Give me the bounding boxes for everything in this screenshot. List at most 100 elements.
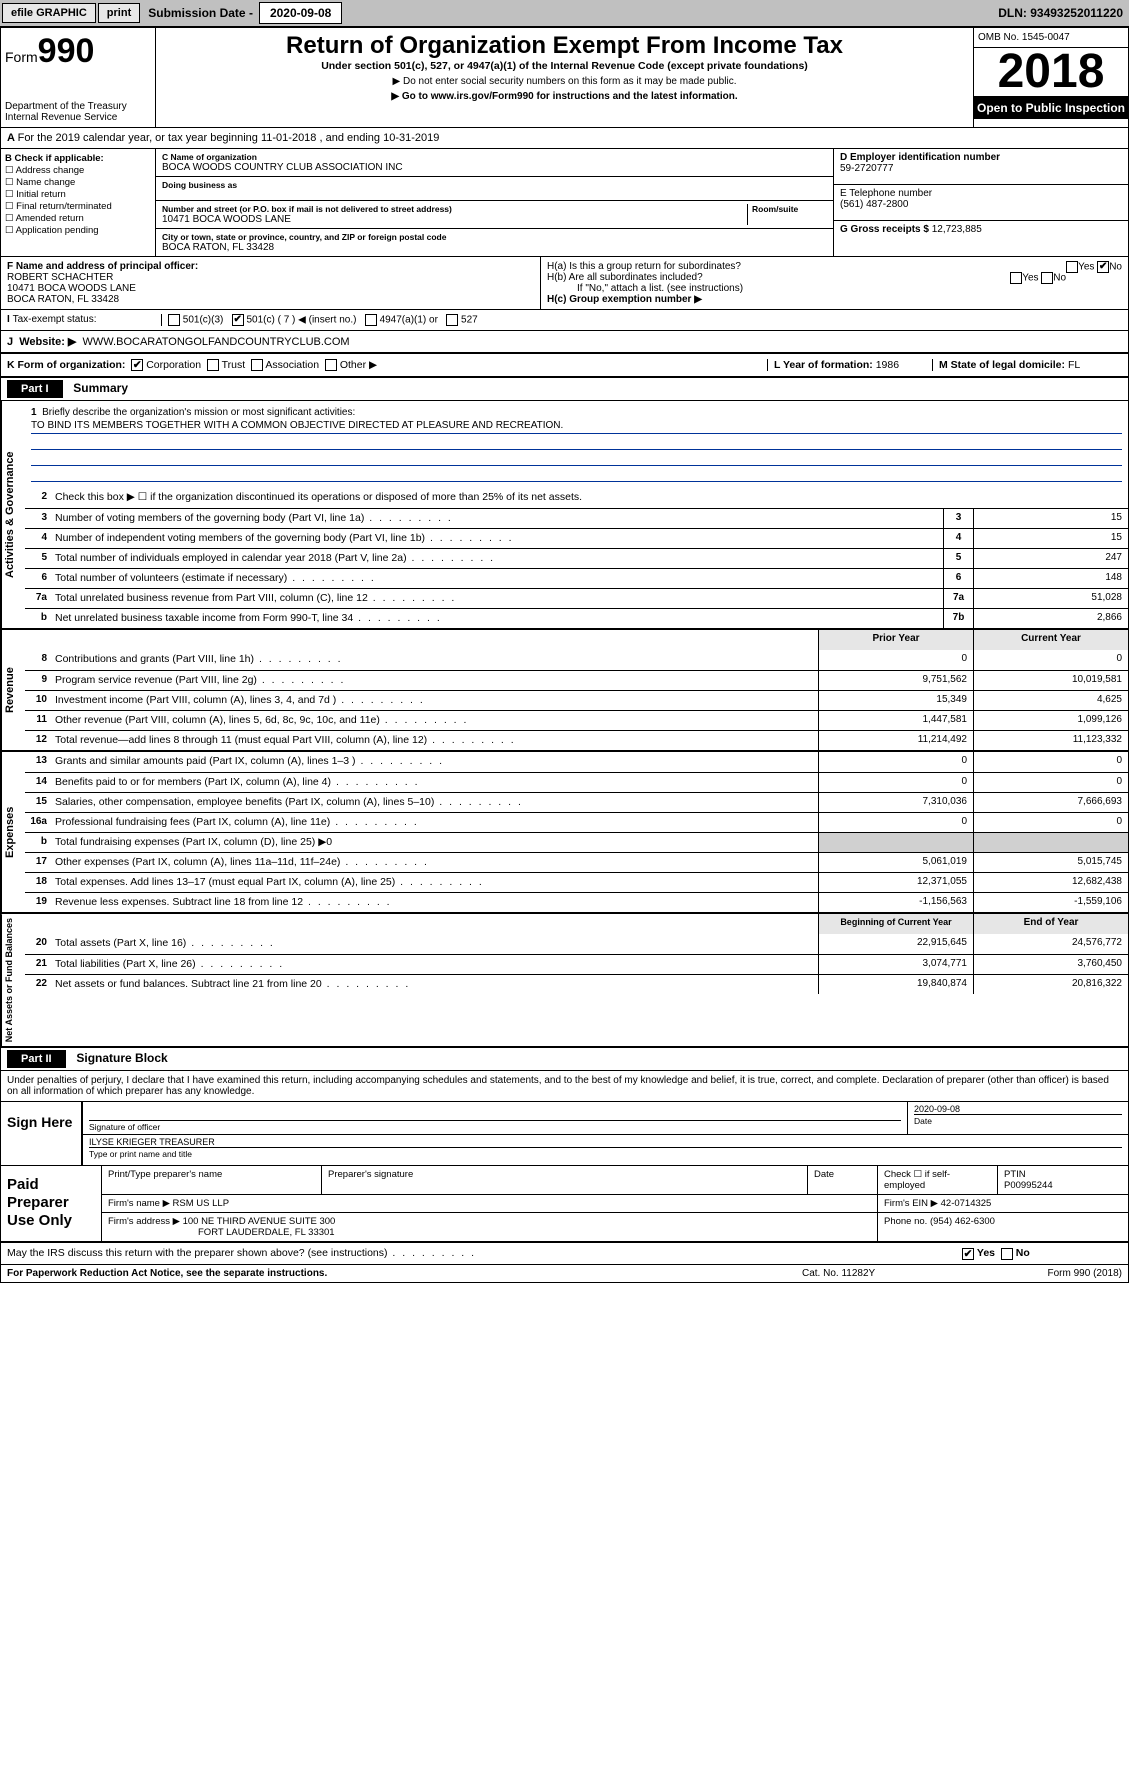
room-label: Room/suite: [752, 204, 827, 214]
submission-date: 2020-09-08: [259, 2, 342, 24]
line-val-6: 148: [973, 569, 1128, 588]
cb-initial-return[interactable]: ☐ Initial return: [5, 189, 151, 200]
firm-name: RSM US LLP: [173, 1198, 230, 1209]
line-num-16a: 16a: [25, 813, 51, 832]
current-15: 7,666,693: [973, 793, 1128, 812]
line-num-8: 8: [25, 650, 51, 670]
form-prefix: Form: [5, 49, 38, 65]
efile-button[interactable]: efile GRAPHIC: [2, 3, 96, 23]
firm-addr1: 100 NE THIRD AVENUE SUITE 300: [183, 1216, 336, 1227]
officer-printed-name: ILYSE KRIEGER TREASURER: [89, 1137, 1122, 1147]
hb-yes[interactable]: [1010, 272, 1022, 284]
line-num-5: 5: [25, 549, 51, 568]
subtitle: Under section 501(c), 527, or 4947(a)(1)…: [162, 60, 967, 72]
current-17: 5,015,745: [973, 853, 1128, 872]
box-b-label: B Check if applicable:: [5, 153, 104, 164]
line-num-12: 12: [25, 731, 51, 750]
form-number: 990: [38, 32, 95, 70]
line-num-17: 17: [25, 853, 51, 872]
hb-no[interactable]: [1041, 272, 1053, 284]
prior-11: 1,447,581: [818, 711, 973, 730]
line-1-num: 1: [31, 407, 37, 418]
vtab-governance: Activities & Governance: [1, 401, 25, 628]
line-val-3: 15: [973, 509, 1128, 528]
line-num-9: 9: [25, 671, 51, 690]
prior-17: 5,061,019: [818, 853, 973, 872]
prior-13: 0: [818, 752, 973, 772]
current-10: 4,625: [973, 691, 1128, 710]
perjury-statement: Under penalties of perjury, I declare th…: [1, 1071, 1128, 1102]
prior-8: 0: [818, 650, 973, 670]
ha-no[interactable]: ✔: [1097, 261, 1109, 273]
mission-label: Briefly describe the organization's miss…: [42, 407, 355, 418]
cb-amended[interactable]: ☐ Amended return: [5, 213, 151, 224]
cb-name-change[interactable]: ☐ Name change: [5, 177, 151, 188]
current-19: -1,559,106: [973, 893, 1128, 912]
cb-501c[interactable]: ✔: [232, 314, 244, 326]
hdr-current-year: Current Year: [973, 630, 1128, 650]
year-formation-label: L Year of formation:: [774, 359, 873, 371]
cb-app-pending[interactable]: ☐ Application pending: [5, 225, 151, 236]
prior-16a: 0: [818, 813, 973, 832]
year-formation: 1986: [876, 359, 899, 371]
vtab-revenue: Revenue: [1, 630, 25, 750]
current-14: 0: [973, 773, 1128, 792]
city-label: City or town, state or province, country…: [162, 232, 827, 242]
line-num-3: 3: [25, 509, 51, 528]
phone-label: E Telephone number: [840, 188, 932, 199]
current-20: 24,576,772: [973, 934, 1128, 954]
state-domicile-label: M State of legal domicile:: [939, 359, 1065, 371]
ptin-hdr: PTIN: [1004, 1169, 1026, 1180]
line-text-10: Investment income (Part VIII, column (A)…: [51, 691, 818, 710]
line-text-b: Total fundraising expenses (Part IX, col…: [51, 833, 818, 852]
prep-date-hdr: Date: [814, 1169, 834, 1180]
ha-yes[interactable]: [1066, 261, 1078, 273]
sig-officer-label: Signature of officer: [89, 1120, 901, 1132]
hdr-prior-year: Prior Year: [818, 630, 973, 650]
line-box-b: 7b: [943, 609, 973, 628]
goto-link[interactable]: ▶ Go to www.irs.gov/Form990 for instruct…: [162, 91, 967, 102]
top-toolbar: efile GRAPHIC print Submission Date - 20…: [0, 0, 1129, 27]
discuss-yes[interactable]: ✔: [962, 1248, 974, 1260]
line-num-10: 10: [25, 691, 51, 710]
current-22: 20,816,322: [973, 975, 1128, 994]
line-text-18: Total expenses. Add lines 13–17 (must eq…: [51, 873, 818, 892]
cb-527[interactable]: [446, 314, 458, 326]
cb-final-return[interactable]: ☐ Final return/terminated: [5, 201, 151, 212]
cb-trust[interactable]: [207, 359, 219, 371]
submission-label: Submission Date -: [148, 6, 253, 20]
line-num-22: 22: [25, 975, 51, 994]
firm-addr-label: Firm's address ▶: [108, 1216, 180, 1227]
dba-label: Doing business as: [162, 180, 827, 190]
line-text-5: Total number of individuals employed in …: [51, 549, 943, 568]
discuss-no[interactable]: [1001, 1248, 1013, 1260]
line-box-6: 6: [943, 569, 973, 588]
current-12: 11,123,332: [973, 731, 1128, 750]
line-text-17: Other expenses (Part IX, column (A), lin…: [51, 853, 818, 872]
box-f: F Name and address of principal officer:…: [1, 257, 541, 309]
cb-assoc[interactable]: [251, 359, 263, 371]
line-num-14: 14: [25, 773, 51, 792]
part-1-header: Part I Summary: [1, 378, 1128, 401]
print-button[interactable]: print: [98, 3, 140, 23]
h-b-text: H(b) Are all subordinates included?: [547, 272, 703, 283]
part-1-title: Summary: [65, 379, 136, 397]
h-b-note: If "No," attach a list. (see instruction…: [547, 283, 1122, 294]
prior-21: 3,074,771: [818, 955, 973, 974]
cb-address-change[interactable]: ☐ Address change: [5, 165, 151, 176]
cb-corp[interactable]: ✔: [131, 359, 143, 371]
prior-19: -1,156,563: [818, 893, 973, 912]
cb-4947[interactable]: [365, 314, 377, 326]
line-val-b: 2,866: [973, 609, 1128, 628]
line-a-tax-year: A For the 2019 calendar year, or tax yea…: [1, 128, 1128, 149]
prep-selfemp[interactable]: Check ☐ if self-employed: [884, 1169, 950, 1191]
city-state-zip: BOCA RATON, FL 33428: [162, 242, 274, 253]
ptin-value: P00995244: [1004, 1180, 1053, 1191]
cb-501c3[interactable]: [168, 314, 180, 326]
current-9: 10,019,581: [973, 671, 1128, 690]
cb-other[interactable]: [325, 359, 337, 371]
prior-14: 0: [818, 773, 973, 792]
mission-blank-1: [31, 436, 1122, 450]
website-value[interactable]: WWW.BOCARATONGOLFANDCOUNTRYCLUB.COM: [83, 336, 350, 348]
ein-value: 59-2720777: [840, 163, 893, 174]
